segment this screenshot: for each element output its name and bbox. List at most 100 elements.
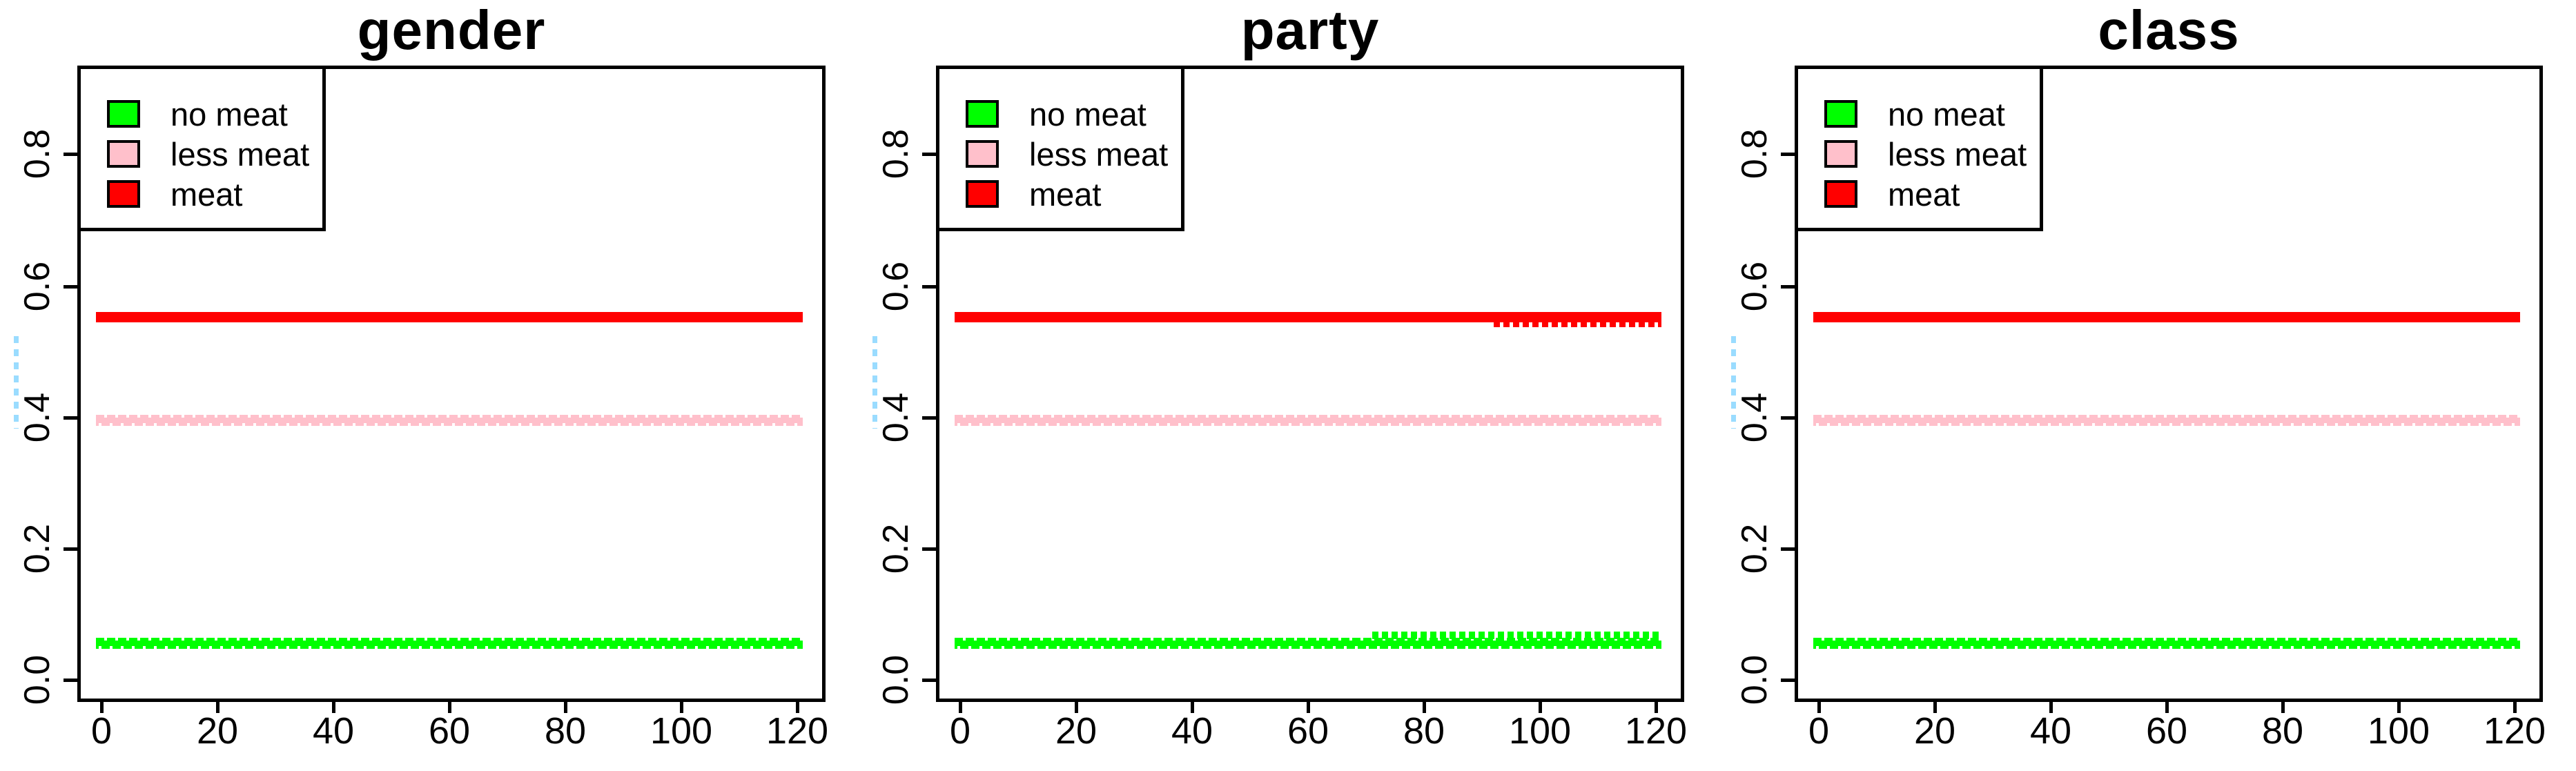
series-meat-line: [96, 312, 803, 322]
x-tick-label: 0: [949, 710, 971, 752]
x-tick-mark: [1191, 702, 1194, 713]
legend-label: no meat: [170, 95, 288, 133]
legend-label: less meat: [170, 135, 310, 173]
x-tick-label: 80: [2261, 710, 2304, 752]
x-tick-label: 0: [1808, 710, 1830, 752]
x-tick-label: 120: [1624, 710, 1688, 752]
y-tick-mark: [1781, 285, 1795, 289]
legend-label: less meat: [1888, 135, 2027, 173]
x-tick-label: 20: [196, 710, 239, 752]
legend-label: meat: [170, 175, 243, 213]
legend-row: less meat: [1824, 134, 2040, 174]
x-tick-label: 40: [2029, 710, 2072, 752]
panel-gender: gender 0.8 0.6 0.4 0.2 0.0 0 20 40 60 80…: [0, 0, 859, 771]
y-tick-mark: [1781, 679, 1795, 682]
legend-label: no meat: [1888, 95, 2005, 133]
legend-swatch-no-meat: [1824, 100, 1857, 128]
x-tick-label: 80: [544, 710, 587, 752]
x-tick-label: 100: [650, 710, 713, 752]
y-tick-label: 0.2: [1735, 523, 1775, 574]
series-less-meat-line: [96, 415, 803, 426]
series-meat-secondary-segment: [1494, 320, 1661, 327]
x-tick-label: 0: [90, 710, 113, 752]
legend-row: no meat: [1824, 94, 2040, 134]
y-tick-mark: [64, 153, 77, 156]
series-less-meat-line: [1813, 415, 2520, 426]
x-tick-label: 40: [312, 710, 355, 752]
legend-label: meat: [1029, 175, 1102, 213]
legend-row: no meat: [107, 94, 322, 134]
panel-title: party: [1240, 0, 1380, 61]
y-tick-mark: [922, 285, 936, 289]
y-tick-label: 0.4: [1735, 392, 1775, 443]
panel-title: class: [2098, 0, 2240, 61]
x-tick-mark: [448, 702, 451, 713]
y-tick-mark: [64, 547, 77, 551]
x-tick-mark: [2281, 702, 2285, 713]
legend-row: less meat: [966, 134, 1181, 174]
legend-row: meat: [107, 174, 322, 214]
left-margin-dashed-mark: [1731, 336, 1736, 429]
x-tick-mark: [1423, 702, 1426, 713]
x-tick-mark: [332, 702, 335, 713]
x-tick-mark: [796, 702, 799, 713]
series-meat-line: [1813, 312, 2520, 322]
series-no-meat-line: [955, 638, 1661, 649]
x-tick-label: 60: [428, 710, 471, 752]
series-no-meat-secondary-segment: [1372, 632, 1661, 639]
panel-class: class 0.8 0.6 0.4 0.2 0.0 0 20 40 60 80 …: [1717, 0, 2576, 771]
x-tick-label: 20: [1055, 710, 1097, 752]
panel-title: gender: [357, 0, 546, 61]
legend-row: meat: [1824, 174, 2040, 214]
legend-label: no meat: [1029, 95, 1146, 133]
x-tick-label: 40: [1171, 710, 1213, 752]
x-tick-mark: [2513, 702, 2517, 713]
legend: no meat less meat meat: [936, 66, 1184, 231]
x-tick-label: 20: [1913, 710, 1956, 752]
y-tick-mark: [922, 416, 936, 420]
y-tick-label: 0.2: [17, 523, 57, 574]
x-tick-mark: [1307, 702, 1310, 713]
legend-swatch-meat: [107, 180, 140, 208]
legend-swatch-less-meat: [107, 140, 140, 168]
y-tick-mark: [1781, 416, 1795, 420]
x-tick-mark: [1655, 702, 1658, 713]
series-no-meat-line: [96, 638, 803, 649]
x-tick-mark: [1075, 702, 1078, 713]
legend: no meat less meat meat: [77, 66, 326, 231]
panel-party: party 0.8 0.6 0.4 0.2 0.0 0 20 40 60 80 …: [859, 0, 1717, 771]
series-no-meat-line: [1813, 638, 2520, 649]
y-tick-label: 0.6: [17, 261, 57, 312]
y-tick-mark: [922, 547, 936, 551]
y-tick-label: 0.0: [17, 654, 57, 705]
series-meat-line: [955, 312, 1661, 322]
y-tick-label: 0.8: [17, 128, 57, 179]
legend-swatch-less-meat: [1824, 140, 1857, 168]
left-margin-dashed-mark: [14, 336, 19, 429]
x-tick-mark: [2165, 702, 2169, 713]
x-tick-mark: [1933, 702, 1937, 713]
x-tick-mark: [564, 702, 567, 713]
x-tick-mark: [1539, 702, 1542, 713]
y-tick-mark: [1781, 153, 1795, 156]
legend-swatch-meat: [1824, 180, 1857, 208]
legend-label: meat: [1888, 175, 1960, 213]
legend-row: no meat: [966, 94, 1181, 134]
y-tick-label: 0.4: [876, 392, 916, 443]
x-tick-mark: [216, 702, 219, 713]
x-tick-label: 60: [2145, 710, 2188, 752]
left-margin-dashed-mark: [872, 336, 877, 429]
x-tick-mark: [1817, 702, 1821, 713]
x-tick-label: 120: [765, 710, 829, 752]
legend-swatch-no-meat: [107, 100, 140, 128]
legend-row: less meat: [107, 134, 322, 174]
x-tick-label: 80: [1403, 710, 1445, 752]
y-tick-mark: [64, 679, 77, 682]
y-tick-label: 0.2: [876, 523, 916, 574]
x-tick-label: 100: [1508, 710, 1572, 752]
y-tick-mark: [64, 416, 77, 420]
y-tick-label: 0.8: [876, 128, 916, 179]
y-tick-label: 0.4: [17, 392, 57, 443]
y-tick-mark: [64, 285, 77, 289]
